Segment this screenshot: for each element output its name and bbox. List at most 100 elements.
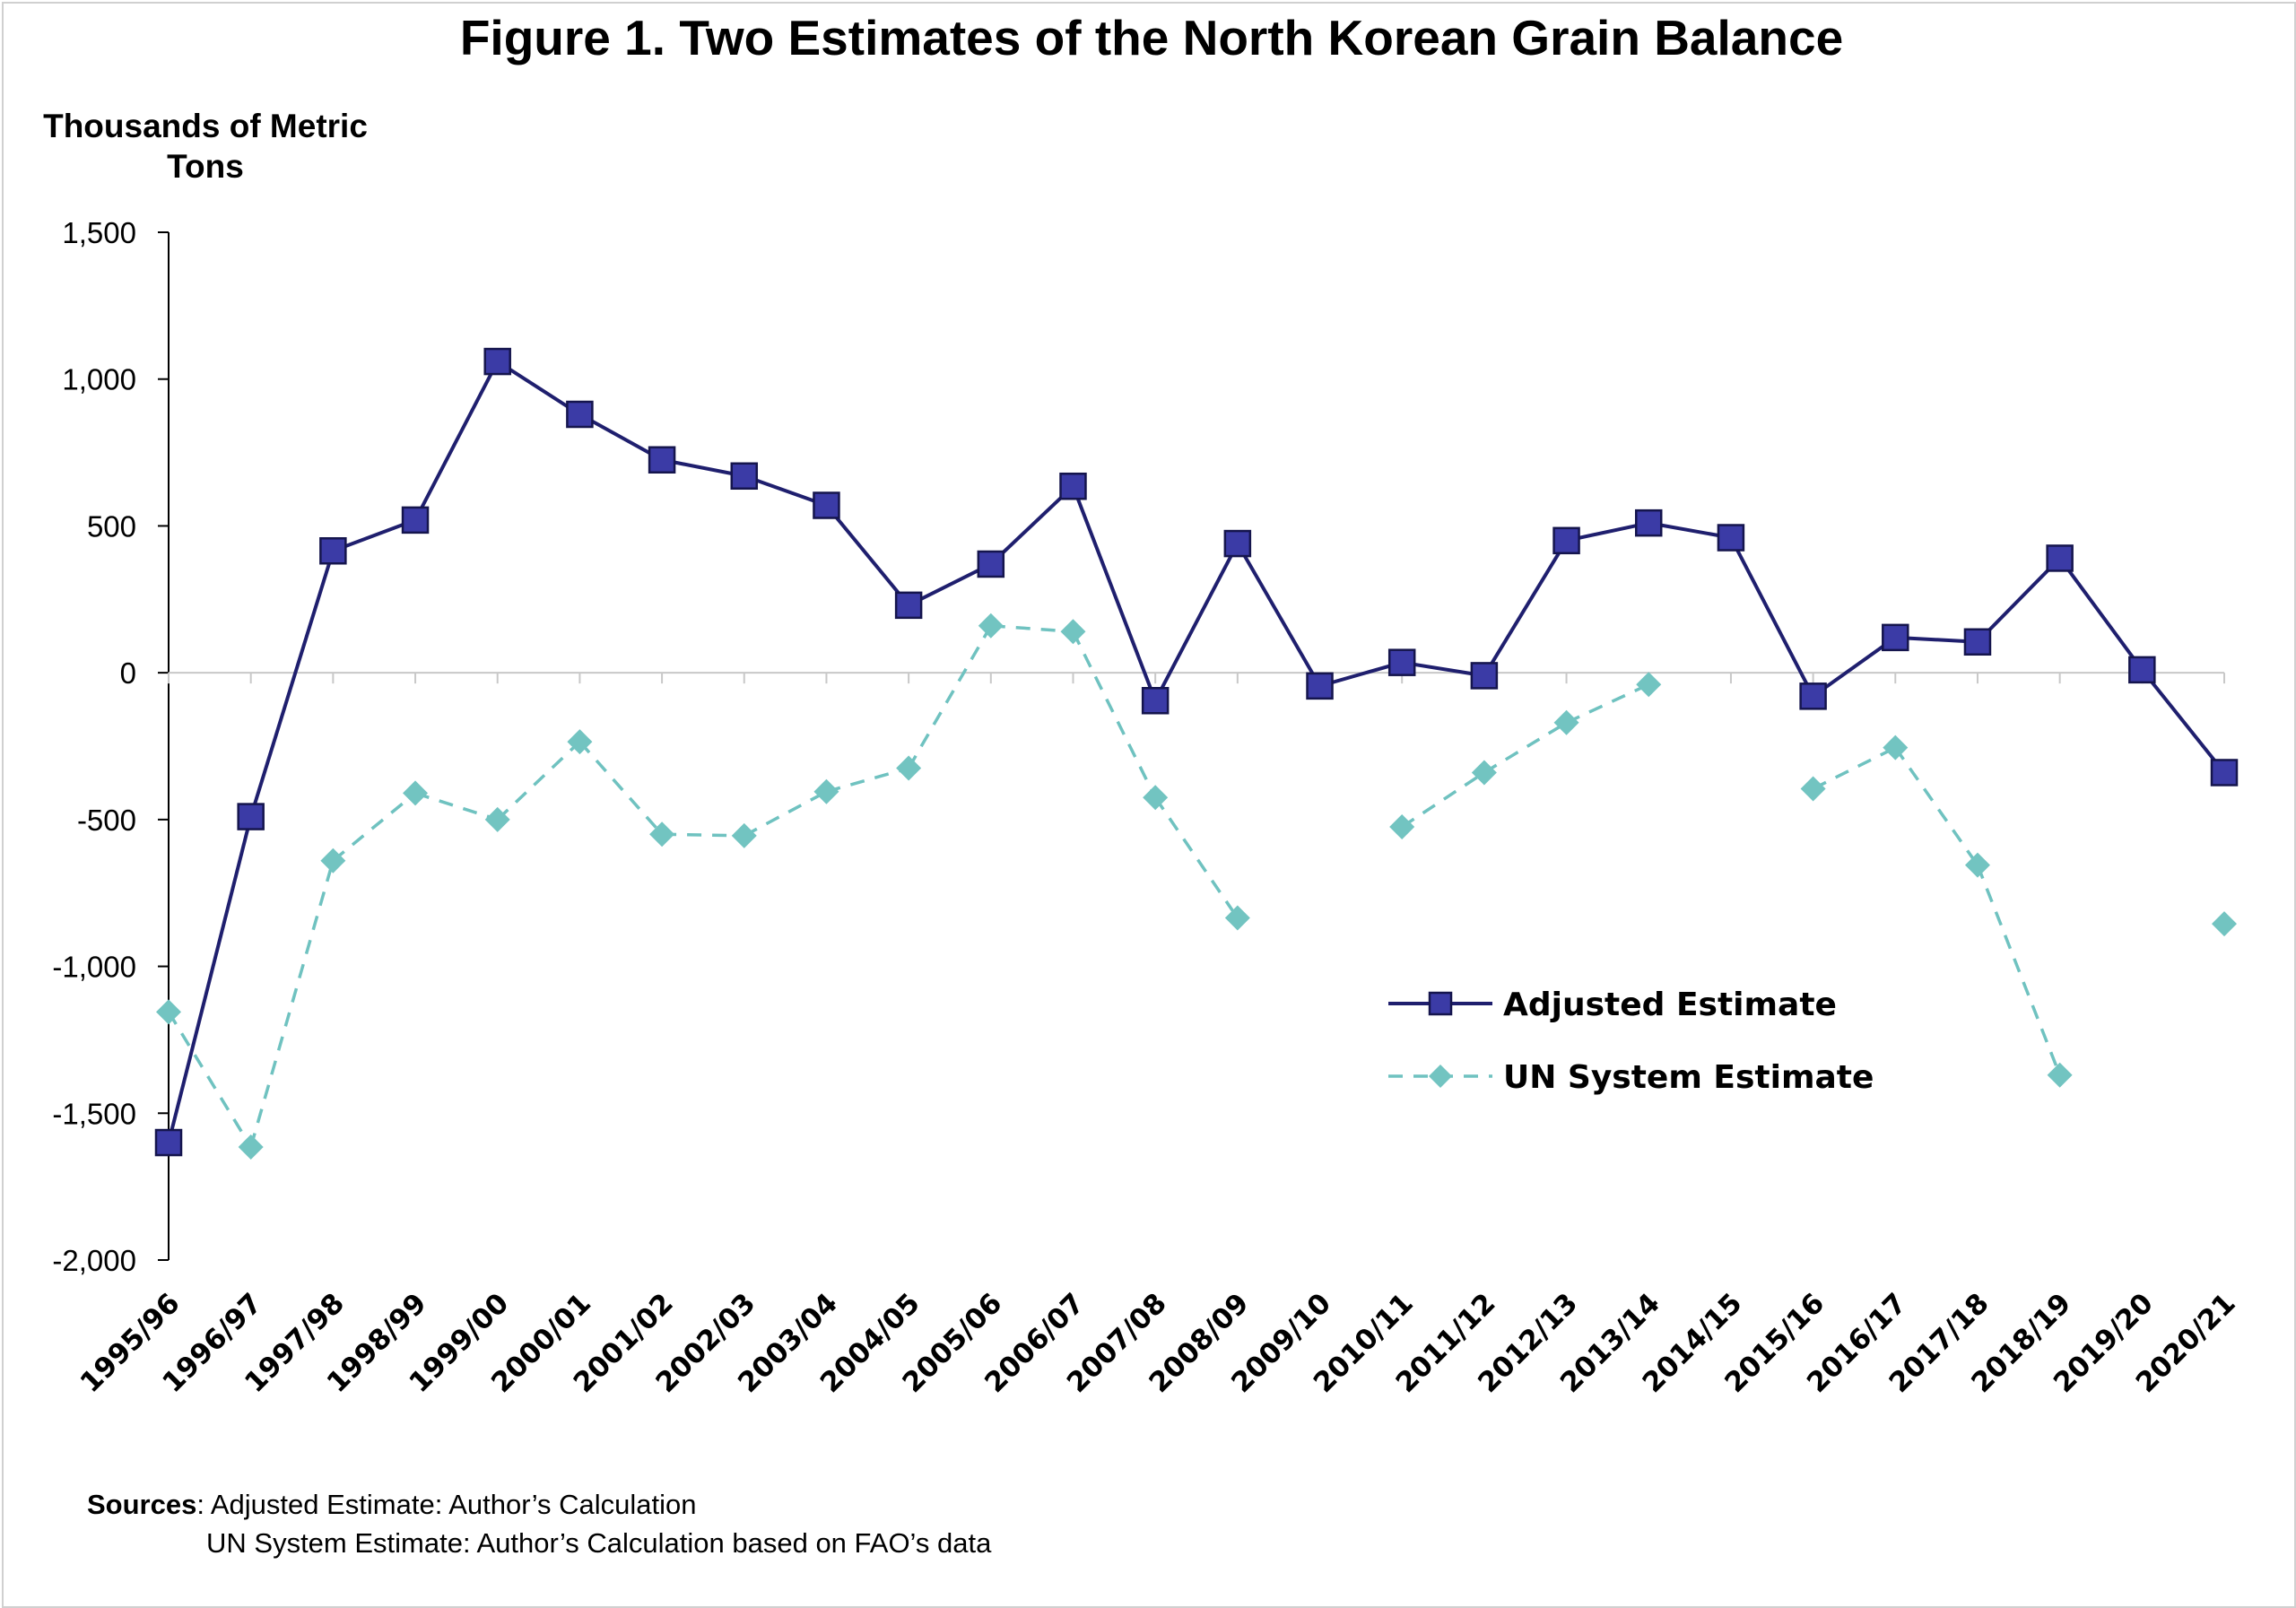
series-1-segment [1976, 864, 2062, 1076]
series-1-segment [496, 740, 581, 821]
adjusted-estimate-point [1059, 472, 1087, 500]
un-estimate-point [896, 755, 922, 781]
series-1-segment [1812, 746, 1897, 791]
adjusted-estimate-point [2210, 759, 2239, 787]
series-0-segment [332, 518, 416, 553]
series-0-segment [1071, 485, 1158, 701]
adjusted-estimate-point [1634, 508, 1663, 537]
chart-title: Figure 1. Two Estimates of the North Kor… [459, 10, 1844, 65]
series-0-segment [1729, 536, 1815, 698]
series-0-segment [413, 361, 500, 521]
series-1-segment [1071, 630, 1157, 799]
un-estimate-point [649, 821, 675, 847]
series-1-segment [578, 740, 664, 836]
adjusted-estimate-point [237, 803, 265, 830]
adjusted-estimate-point [813, 491, 840, 519]
adjusted-estimate-point [483, 347, 511, 376]
series-0-segment [1976, 557, 2062, 644]
series-0-segment [824, 504, 910, 607]
un-estimate-point [1553, 709, 1579, 735]
y-tick-label: -1,500 [52, 1097, 136, 1130]
legend-label: UN System Estimate [1503, 1059, 1874, 1096]
un-estimate-point [1964, 852, 1990, 878]
adjusted-estimate-point [730, 462, 759, 491]
series-0-segment [2140, 668, 2226, 774]
adjusted-estimate-point [1552, 526, 1580, 555]
sources-line-2: UN System Estimate: Author’s Calculation… [206, 1527, 992, 1559]
line-chart: 1,5001,0005000-500-1,000-1,500-2,0001995… [52, 216, 2241, 1399]
series-0-segment [1153, 543, 1239, 702]
adjusted-estimate-point [566, 400, 594, 429]
adjusted-estimate-point [1963, 628, 1992, 656]
series-1-segment [1565, 682, 1649, 725]
un-estimate-point [1143, 785, 1169, 811]
un-estimate-point [2047, 1062, 2073, 1088]
y-tick-label: -2,000 [52, 1244, 136, 1277]
series-1-segment [990, 624, 1074, 634]
series-0-segment [1318, 660, 1403, 688]
series-0-segment [248, 550, 335, 818]
y-tick-label: 1,000 [62, 363, 136, 396]
series-1-segment [1401, 771, 1485, 829]
series-1-segment [1483, 721, 1568, 774]
series-1-segment [1153, 796, 1239, 919]
adjusted-estimate-point [894, 591, 923, 620]
sources-text-1: : Adjusted Estimate: Author’s Calculatio… [196, 1489, 697, 1520]
series-1-segment [167, 1011, 253, 1148]
legend-label: Adjusted Estimate [1503, 987, 1837, 1023]
series-1-segment [825, 766, 909, 794]
series-0-segment [1648, 521, 1732, 540]
series-0-segment [744, 474, 828, 508]
y-tick-label: 500 [87, 509, 136, 543]
un-estimate-point [978, 613, 1004, 639]
un-estimate-point [1224, 905, 1250, 931]
series-1-segment [414, 791, 499, 821]
series-1-segment [743, 790, 828, 838]
adjusted-estimate-point [648, 446, 676, 474]
adjusted-estimate-point [1470, 662, 1499, 690]
un-estimate-point [320, 847, 346, 874]
y-tick-label: -1,000 [52, 951, 136, 984]
series-0-segment [908, 562, 992, 607]
series-0-segment [1812, 636, 1897, 698]
adjusted-estimate-point [154, 1128, 183, 1157]
un-estimate-point [156, 999, 181, 1025]
series-0-segment [1483, 539, 1569, 677]
series-0-segment [578, 413, 664, 462]
series-0-segment [1236, 543, 1322, 687]
sources-note: Sources: Adjusted Estimate: Author’s Cal… [87, 1485, 2150, 1562]
un-estimate-point [2212, 911, 2237, 937]
adjusted-estimate-point [1141, 686, 1170, 715]
series-0-segment [1401, 660, 1485, 678]
series-0-segment [989, 484, 1074, 566]
series-0-segment [1895, 635, 1979, 644]
legend-marker-square [1428, 991, 1453, 1016]
un-estimate-point [1636, 672, 1662, 698]
un-estimate-point [1800, 776, 1826, 802]
un-estimate-point [1060, 619, 1086, 645]
adjusted-estimate-point [1717, 524, 1745, 552]
y-tick-label: 1,500 [62, 216, 136, 249]
y-axis-title: Thousands of Metric Tons [43, 108, 368, 185]
series-1-segment [1893, 746, 1979, 866]
series-1-segment [332, 792, 417, 863]
sources-label: Sources [87, 1489, 197, 1520]
series-1-segment [248, 860, 335, 1148]
sources-line-1: Sources: Adjusted Estimate: Author’s Cal… [87, 1485, 2150, 1524]
un-estimate-point [1883, 734, 1909, 761]
series-0-segment [1566, 521, 1649, 543]
un-estimate-point [484, 806, 510, 832]
adjusted-estimate-point [977, 550, 1005, 578]
legend-marker-diamond [1429, 1065, 1452, 1088]
series-0-segment [2058, 557, 2144, 672]
adjusted-estimate-point [1306, 672, 1334, 700]
un-estimate-point [1471, 760, 1497, 786]
series-1-segment [662, 832, 744, 838]
un-estimate-point [567, 729, 593, 755]
adjusted-estimate-point [1223, 529, 1252, 558]
y-tick-label: 0 [120, 656, 136, 690]
un-estimate-point [1389, 814, 1415, 840]
adjusted-estimate-point [1882, 623, 1909, 652]
adjusted-estimate-point [319, 537, 347, 565]
